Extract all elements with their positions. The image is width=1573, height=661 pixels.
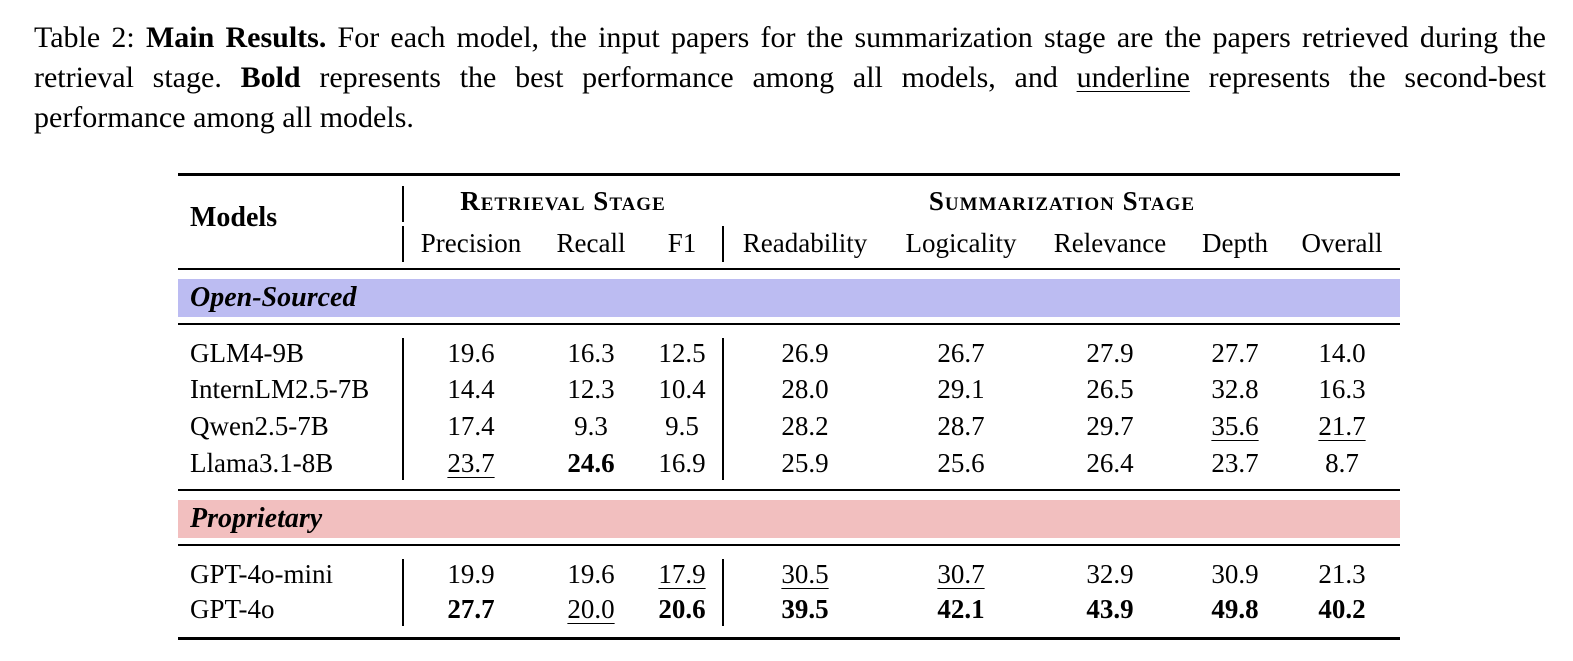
table-cell-readability: 26.9	[781, 338, 829, 368]
table-cell-readability: 30.5	[781, 559, 829, 589]
table-cell-readability: 28.0	[781, 374, 829, 404]
table-cell-logicality: 28.7	[937, 411, 985, 441]
table-cell-f1: 16.9	[658, 448, 706, 478]
table-cell-relevance: 27.9	[1086, 338, 1134, 368]
table-cell-precision: 27.7	[447, 594, 495, 624]
group-label: Proprietary	[190, 503, 323, 534]
table-caption: Table 2: Main Results. For each model, t…	[34, 18, 1546, 138]
column-header-precision: Precision	[420, 228, 522, 258]
table-cell-overall: 40.2	[1318, 594, 1366, 624]
body-divider-stages	[722, 559, 724, 626]
table-cell-f1: 9.5	[665, 411, 699, 441]
table-cell-recall: 20.0	[567, 594, 615, 624]
body-divider-models	[402, 559, 404, 626]
table-cell-readability: 39.5	[781, 594, 829, 624]
table-cell-overall: 8.7	[1325, 448, 1359, 478]
table-cell-precision: 23.7	[447, 448, 495, 478]
table-cell-recall: 24.6	[567, 448, 615, 478]
table-cell-depth: 32.8	[1211, 374, 1259, 404]
group-rule	[178, 323, 1400, 325]
caption-label: Table 2:	[34, 21, 135, 54]
summarization-stage-header: Summarization Stage	[928, 186, 1196, 216]
caption-text-1: For each model, the input papers for the…	[34, 21, 1546, 94]
column-header-relevance: Relevance	[1053, 228, 1167, 258]
table-cell-overall: 16.3	[1318, 374, 1366, 404]
table-cell-precision: 17.4	[447, 411, 495, 441]
column-header-depth: Depth	[1202, 228, 1268, 258]
caption-title: Main Results.	[145, 21, 327, 54]
caption-bold-word: Bold	[240, 61, 301, 94]
column-header-overall: Overall	[1301, 228, 1383, 258]
table-cell-precision: 19.9	[447, 559, 495, 589]
caption-text-2: represents the best performance among al…	[319, 61, 1058, 94]
model-name: GPT-4o-mini	[190, 559, 334, 589]
retrieval-stage-header: Retrieval Stage	[460, 186, 666, 216]
table-cell-depth: 27.7	[1211, 338, 1259, 368]
models-header: Models	[190, 202, 278, 233]
group-band-0	[178, 279, 1400, 317]
body-divider-stages	[722, 338, 724, 480]
table-cell-recall: 9.3	[574, 411, 608, 441]
table-cell-relevance: 29.7	[1086, 411, 1134, 441]
table-cell-f1: 10.4	[658, 374, 706, 404]
table-cell-relevance: 26.4	[1086, 448, 1134, 478]
column-header-logicality: Logicality	[905, 228, 1017, 258]
table-cell-logicality: 42.1	[937, 594, 985, 624]
table-cell-depth: 49.8	[1211, 594, 1259, 624]
group-end-rule	[178, 489, 1400, 491]
table-cell-recall: 12.3	[567, 374, 615, 404]
table-cell-readability: 25.9	[781, 448, 829, 478]
model-name: GPT-4o	[190, 594, 275, 624]
table-cell-logicality: 25.6	[937, 448, 985, 478]
model-name: Qwen2.5-7B	[190, 411, 329, 441]
table-cell-overall: 14.0	[1318, 338, 1366, 368]
bottom-rule	[178, 637, 1400, 640]
table-cell-f1: 20.6	[658, 594, 706, 624]
column-header-f1: F1	[667, 228, 697, 258]
top-rule	[178, 173, 1400, 176]
table-cell-relevance: 32.9	[1086, 559, 1134, 589]
table-cell-relevance: 43.9	[1086, 594, 1134, 624]
column-header-readability: Readability	[742, 228, 868, 258]
body-divider-models	[402, 338, 404, 480]
header-rule	[178, 268, 1400, 270]
table-cell-overall: 21.7	[1318, 411, 1366, 441]
group-band-1	[178, 500, 1400, 538]
table-cell-depth: 35.6	[1211, 411, 1259, 441]
table-cell-f1: 17.9	[658, 559, 706, 589]
table-cell-f1: 12.5	[658, 338, 706, 368]
header-divider-models	[402, 226, 404, 262]
model-name: GLM4-9B	[190, 338, 304, 368]
table-cell-depth: 23.7	[1211, 448, 1259, 478]
model-name: InternLM2.5-7B	[190, 374, 370, 404]
table-cell-depth: 30.9	[1211, 559, 1259, 589]
header-divider-stages	[722, 226, 724, 262]
table-cell-precision: 14.4	[447, 374, 495, 404]
table-cell-recall: 19.6	[567, 559, 615, 589]
caption-text-3: represents the second-best performance a…	[34, 61, 1547, 134]
caption-underline-word: underline	[1076, 61, 1190, 94]
group-rule	[178, 544, 1400, 546]
header-divider-top	[402, 186, 404, 222]
model-name: Llama3.1-8B	[190, 448, 334, 478]
table-cell-readability: 28.2	[781, 411, 829, 441]
group-label: Open-Sourced	[190, 282, 357, 313]
table-cell-recall: 16.3	[567, 338, 615, 368]
table-cell-overall: 21.3	[1318, 559, 1366, 589]
column-header-recall: Recall	[556, 228, 626, 258]
table-cell-logicality: 30.7	[937, 559, 985, 589]
table-cell-logicality: 29.1	[937, 374, 985, 404]
table-cell-logicality: 26.7	[937, 338, 985, 368]
table-cell-precision: 19.6	[447, 338, 495, 368]
table-cell-relevance: 26.5	[1086, 374, 1134, 404]
